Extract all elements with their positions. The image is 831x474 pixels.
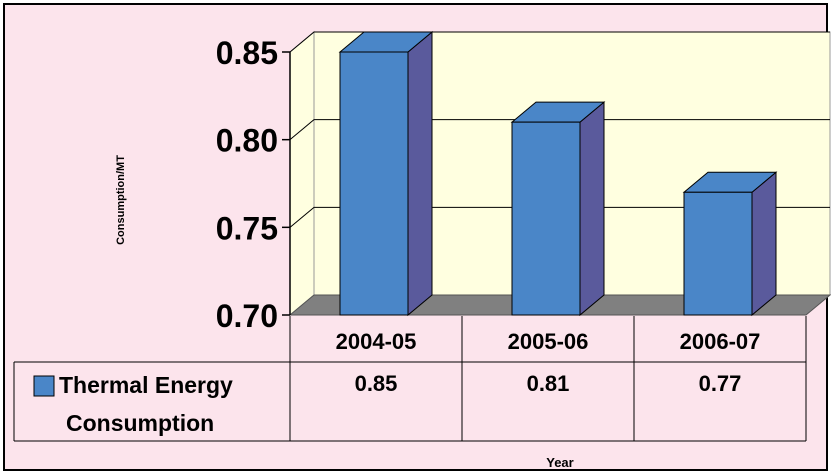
x-tick-label: 2005-06 [508, 329, 589, 354]
gridline [289, 31, 830, 53]
bar [682, 171, 778, 317]
y-tick-label: 0.85 [216, 35, 278, 71]
legend-label-line1: Thermal Energy [59, 372, 233, 398]
y-tick-label: 0.75 [216, 210, 278, 246]
x-axis-label: Year [546, 455, 573, 470]
plot-side-wall [289, 30, 315, 317]
x-tick-label: 2006-07 [680, 329, 761, 354]
legend-label-line2: Consumption [66, 410, 214, 436]
bar-front [683, 191, 753, 316]
data-label: 0.77 [699, 371, 742, 396]
y-tick-label: 0.80 [216, 123, 278, 159]
gridline [289, 206, 830, 228]
bar-side [751, 171, 777, 317]
y-tick-label: 0.70 [216, 298, 278, 334]
bar-front [339, 51, 409, 316]
data-label: 0.85 [355, 371, 398, 396]
bar [510, 101, 606, 317]
x-tick-label: 2004-05 [336, 329, 417, 354]
data-label: 0.81 [527, 371, 570, 396]
y-axis-label: Consumption/MT [115, 155, 127, 245]
bar-front [511, 121, 581, 316]
gridline [289, 119, 830, 141]
bar-side [579, 101, 605, 317]
bar [338, 30, 434, 317]
bar-side [407, 30, 433, 317]
legend-swatch [33, 375, 55, 397]
